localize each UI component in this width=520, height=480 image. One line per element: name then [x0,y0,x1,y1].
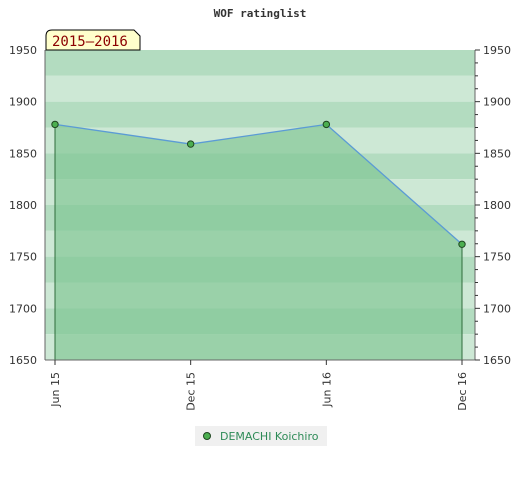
y-tick-label-right: 1650 [483,354,511,367]
rating-area-fill [55,124,462,361]
y-tick-label-left: 1900 [9,96,37,109]
y-tick-label-left: 1850 [9,147,37,160]
season-label: 2015–2016 [45,29,141,51]
season-label-box [45,29,141,51]
y-tick-label-right: 1900 [483,96,511,109]
y-tick-label-right: 1800 [483,199,511,212]
y-tick-label-right: 1700 [483,302,511,315]
x-tick-label: Dec 16 [456,372,469,411]
y-tick-label-right: 1750 [483,251,511,264]
data-point [322,120,331,129]
x-tick-label: Jun 15 [49,372,62,408]
rating-points [51,120,466,248]
y-tick-label-left: 1700 [9,302,37,315]
y-tick-label-right: 1850 [483,147,511,160]
rating-line [54,123,463,245]
legend-box [195,426,327,446]
legend-marker-icon [203,432,211,440]
data-point [458,240,466,248]
y-tick-label-left: 1750 [9,251,37,264]
y-tick-label-right: 1950 [483,44,511,57]
vertical-drop-lines [54,124,463,360]
y-tick-label-left: 1800 [9,199,37,212]
y-axis-left: 1650 1700 1750 1800 1850 1900 1950 [9,44,46,367]
legend-series-name: DEMACHI Koichiro [220,430,319,443]
x-tick-label: Jun 16 [320,372,333,408]
rating-area [55,124,462,361]
y-tick-label-left: 1650 [9,354,37,367]
chart-title: WOF ratinglist [214,7,307,20]
background-band [45,50,475,76]
background-band [45,75,475,102]
data-point [51,120,59,129]
season-label-text: 2015–2016 [52,34,128,50]
data-point [186,140,195,148]
x-axis: Jun 15 Dec 15 Jun 16 Dec 16 [45,359,475,411]
y-tick-label-left: 1950 [9,44,37,57]
rating-polyline [54,123,463,245]
background-band [45,101,475,128]
legend[interactable]: DEMACHI Koichiro [195,426,327,446]
y-axis-right: 1650 1700 1750 1800 1850 1900 1950 [474,44,511,367]
x-tick-label: Dec 15 [185,372,198,411]
